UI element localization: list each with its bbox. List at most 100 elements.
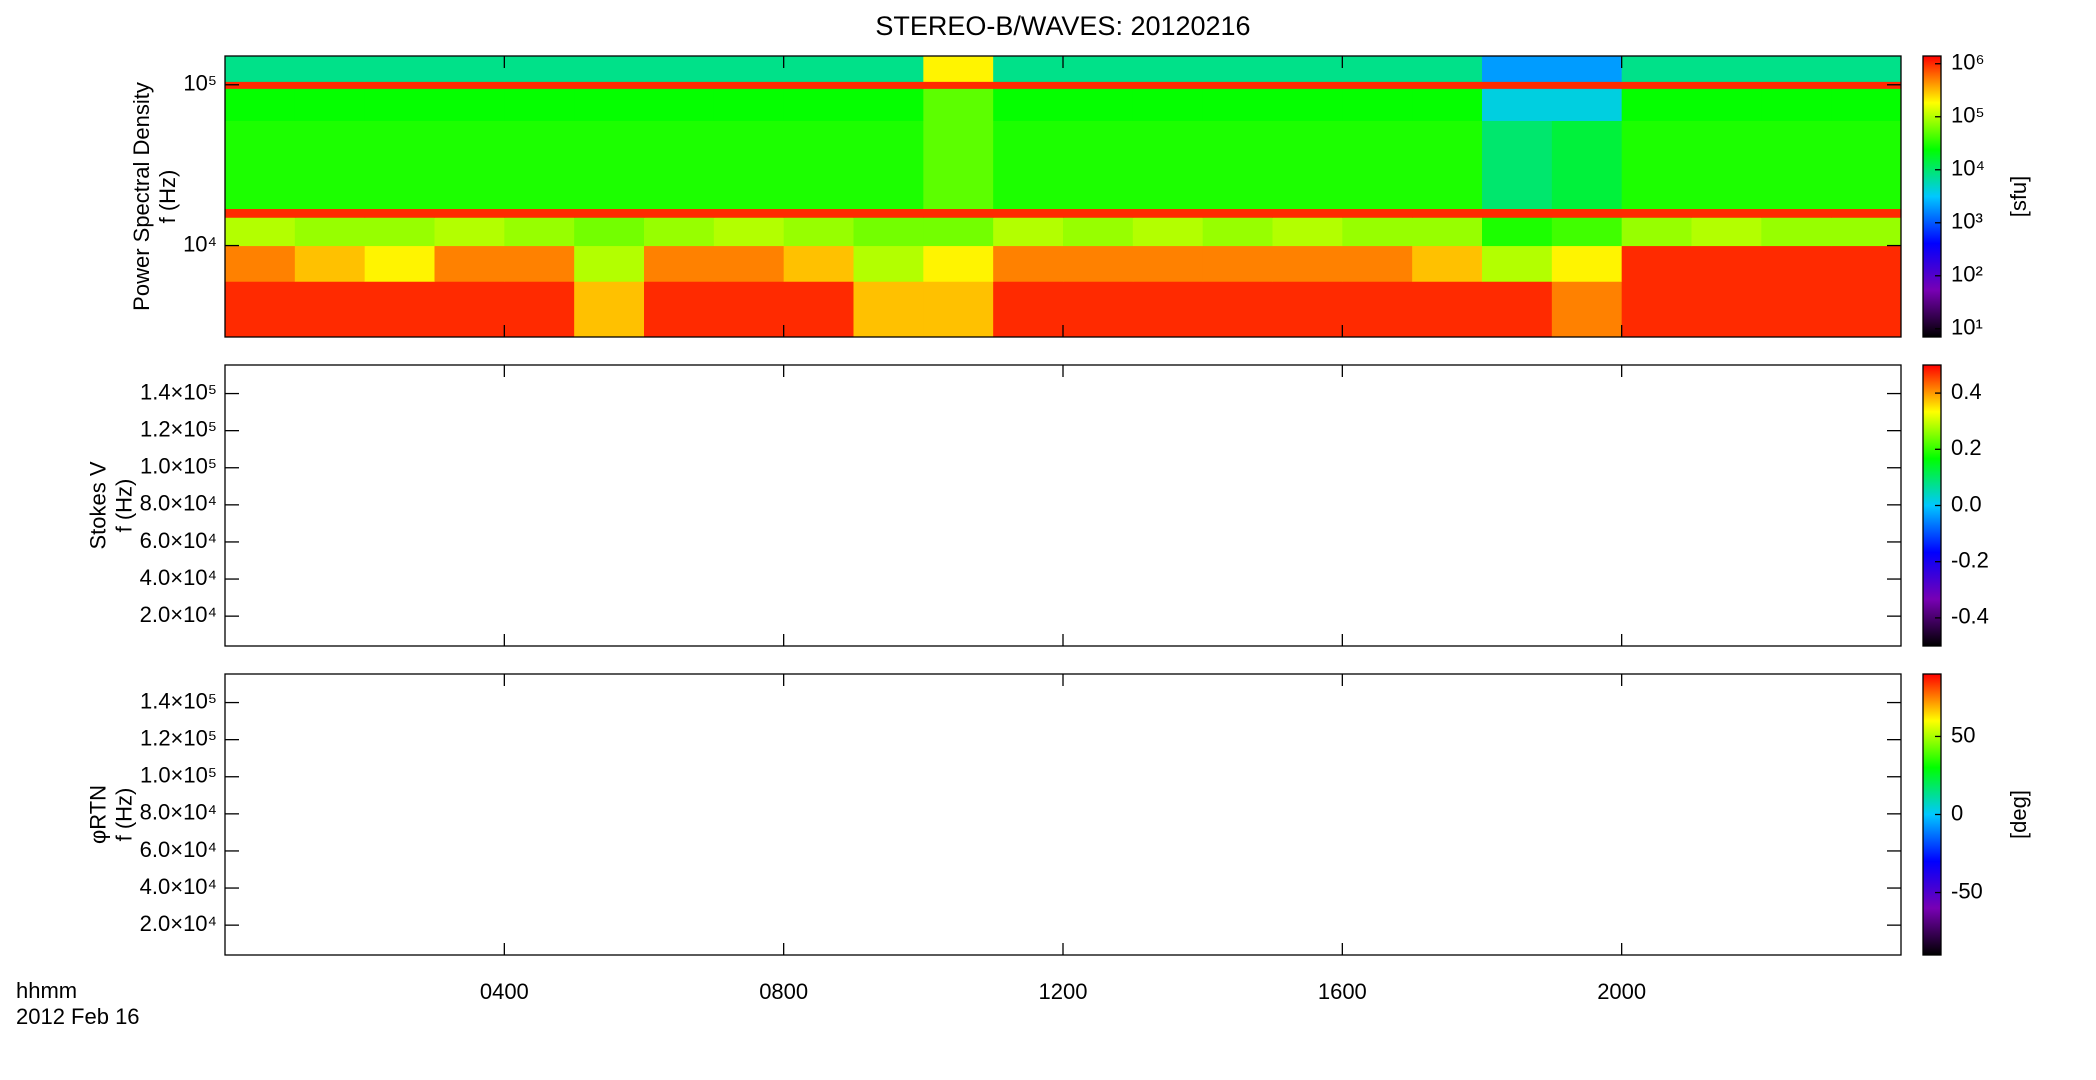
spectrogram-cell bbox=[1342, 281, 1413, 338]
spectrogram-cell bbox=[644, 81, 715, 89]
spectrogram-cell bbox=[1202, 217, 1273, 247]
y-tick-label: 8.0×10⁴ bbox=[140, 800, 217, 825]
y-tick-label: 6.0×10⁴ bbox=[140, 528, 217, 553]
spectrogram-cell bbox=[364, 281, 435, 338]
spectrogram-cell bbox=[364, 56, 435, 82]
spectrogram-cell bbox=[1761, 56, 1832, 82]
spectrogram-cell bbox=[993, 56, 1064, 82]
spectrogram-cell bbox=[993, 217, 1064, 247]
spectrogram-cell bbox=[574, 208, 645, 218]
spectrogram-cell bbox=[1831, 217, 1902, 247]
colorbar-tick-label: -50 bbox=[1951, 878, 1983, 903]
spectrogram-cell bbox=[1551, 208, 1623, 218]
spectrogram-cell bbox=[923, 217, 994, 247]
spectrogram-cell bbox=[1412, 245, 1483, 282]
spectrogram-cell bbox=[294, 88, 366, 121]
spectrogram-cell bbox=[1132, 56, 1204, 82]
colorbar-tick-label: 10³ bbox=[1951, 209, 1983, 234]
plot-frame bbox=[224, 673, 1902, 956]
spectrogram-cell bbox=[294, 208, 366, 218]
spectrogram-cell bbox=[853, 281, 924, 338]
spectrogram-cell bbox=[1761, 88, 1832, 121]
colorbar-tick-label: 50 bbox=[1951, 722, 1975, 747]
colorbar-tick-label: -0.2 bbox=[1951, 548, 1989, 573]
spectrogram-cell bbox=[644, 56, 715, 82]
spectrogram-cell bbox=[1412, 81, 1483, 89]
x-axis-label: hhmm bbox=[16, 978, 77, 1003]
spectrogram-cell bbox=[1272, 120, 1343, 210]
spectrogram-cell bbox=[1272, 81, 1343, 89]
spectrogram-cell bbox=[364, 217, 435, 247]
spectrogram-cell bbox=[644, 217, 715, 247]
spectrogram-cell bbox=[1621, 217, 1692, 247]
spectrogram-cell bbox=[574, 56, 645, 82]
spectrogram-cell bbox=[1132, 81, 1204, 89]
spectrogram-cell bbox=[225, 217, 296, 247]
spectrogram-cell bbox=[783, 217, 854, 247]
spectrogram-cell bbox=[574, 88, 645, 121]
spectrogram-cell bbox=[1831, 81, 1902, 89]
spectrogram-cell bbox=[644, 88, 715, 121]
y-tick-label: 10⁵ bbox=[183, 71, 217, 96]
spectrogram-cell bbox=[853, 88, 924, 121]
spectrogram-cell bbox=[504, 245, 575, 282]
spectrogram-cell bbox=[574, 245, 645, 282]
spectrogram-cell bbox=[1342, 120, 1413, 210]
spectrogram-cell bbox=[574, 81, 645, 89]
spectrogram-cell bbox=[713, 81, 785, 89]
spectrogram-cell bbox=[364, 88, 435, 121]
spectrogram-cell bbox=[364, 245, 435, 282]
y-axis-label: Stokes V bbox=[85, 461, 110, 549]
colorbar-label: [sfu] bbox=[2006, 176, 2031, 218]
spectrogram-cell bbox=[923, 56, 994, 82]
spectrogram-cell bbox=[1482, 281, 1553, 338]
x-tick-label: 1200 bbox=[1039, 979, 1088, 1004]
spectrogram-cell bbox=[1551, 120, 1623, 210]
spectrogram-cell bbox=[434, 245, 505, 282]
spectrogram-cell bbox=[1482, 120, 1553, 210]
spectrogram-cell bbox=[574, 120, 645, 210]
colorbar-tick-label: 0.4 bbox=[1951, 379, 1982, 404]
spectrogram-cell bbox=[853, 245, 924, 282]
spectrogram-cell bbox=[1621, 281, 1692, 338]
spectrogram-cell bbox=[1482, 56, 1553, 82]
spectrogram-cell bbox=[783, 88, 854, 121]
spectrogram-cell bbox=[783, 208, 854, 218]
y-tick-label: 1.2×10⁵ bbox=[140, 725, 217, 750]
spectrogram-cell bbox=[1063, 56, 1134, 82]
spectrogram-cell bbox=[504, 81, 575, 89]
spectrogram-cell bbox=[1831, 245, 1902, 282]
spectrogram-cell bbox=[993, 281, 1064, 338]
spectrogram-cell bbox=[1202, 56, 1273, 82]
spectrogram-cell bbox=[1691, 281, 1762, 338]
spectrogram-cell bbox=[225, 208, 296, 218]
spectrogram-cell bbox=[1063, 217, 1134, 247]
spectrogram-cell bbox=[713, 217, 785, 247]
spectrogram-cell bbox=[294, 245, 366, 282]
spectrogram-cell bbox=[644, 281, 715, 338]
spectrogram-cell bbox=[504, 56, 575, 82]
spectrogram-cell bbox=[993, 88, 1064, 121]
colorbar-tick-label: -0.4 bbox=[1951, 604, 1989, 629]
spectrogram-cell bbox=[434, 120, 505, 210]
spectrogram-cell bbox=[225, 281, 296, 338]
y-axis-label: φRTN bbox=[85, 785, 110, 844]
y-tick-label: 2.0×10⁴ bbox=[140, 911, 217, 936]
spectrogram-cell bbox=[853, 208, 924, 218]
spectrogram-cell bbox=[504, 281, 575, 338]
spectrogram-cell bbox=[1691, 217, 1762, 247]
spectrogram-cell bbox=[1831, 56, 1902, 82]
spectrogram-cell bbox=[364, 208, 435, 218]
spectrogram-cell bbox=[644, 120, 715, 210]
spectrogram-cell bbox=[1761, 245, 1832, 282]
spectrogram-cell bbox=[713, 120, 785, 210]
spectrogram-cell bbox=[574, 217, 645, 247]
spectrogram-cell bbox=[1412, 88, 1483, 121]
spectrogram-cell bbox=[294, 281, 366, 338]
spectrogram-cell bbox=[1482, 217, 1553, 247]
colorbar-tick-label: 10⁵ bbox=[1951, 103, 1985, 128]
spectrogram-cell bbox=[1412, 208, 1483, 218]
spectrogram-cell bbox=[993, 245, 1064, 282]
spectrogram-cell bbox=[1063, 81, 1134, 89]
